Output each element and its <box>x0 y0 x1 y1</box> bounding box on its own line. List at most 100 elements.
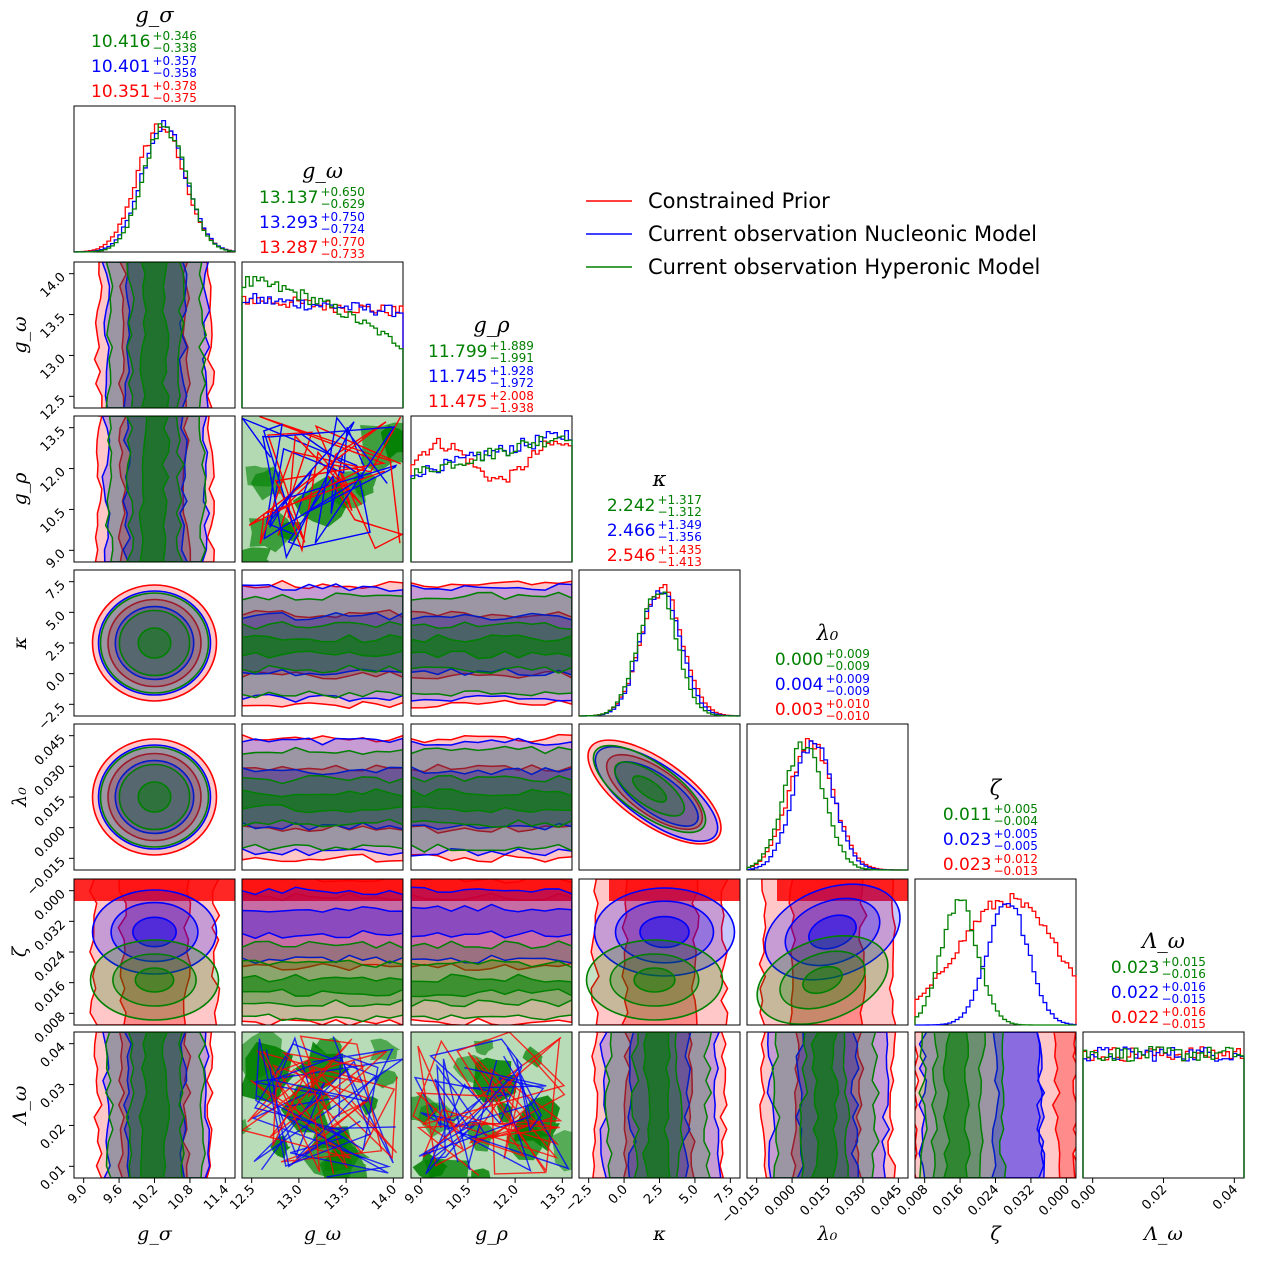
panel-frame <box>241 1031 404 1179</box>
y-tick-label-kappa: 0.0 <box>44 670 69 695</box>
y-tick-label-kappa: −2.5 <box>36 701 69 734</box>
summary-median: 11.799 <box>428 342 487 362</box>
contour-line <box>255 1036 389 1174</box>
panel-contents <box>94 416 216 562</box>
panel-contents <box>93 262 216 408</box>
y-tick-label-lambda_0: 0.030 <box>32 763 69 800</box>
x-axis-label-g_sigma: g_σ <box>137 1223 173 1245</box>
summary-plus: +0.346 <box>153 29 197 43</box>
summary-median: 11.475 <box>428 392 487 412</box>
panel-frame <box>410 878 573 1026</box>
band-level <box>641 1032 671 1178</box>
x-tick-label-zeta: 0.032 <box>1001 1182 1038 1219</box>
panel-contents <box>411 1032 572 1178</box>
band-level <box>590 879 729 1025</box>
summary-median: 0.023 <box>943 830 992 850</box>
summary-Lambda_omega-1: 0.022 +0.016−0.015 <box>1111 980 1206 1006</box>
summary-median: 10.416 <box>91 32 150 52</box>
contour-level <box>89 939 220 1021</box>
param-title-lambda_0: λ₀ <box>816 621 839 645</box>
hist-Lambda_omega-2 <box>1082 1045 1245 1178</box>
summary-minus: −0.338 <box>153 41 197 55</box>
contour-level <box>107 752 202 842</box>
contour-level <box>784 897 881 967</box>
y-tick-label-zeta: 0.024 <box>32 948 69 985</box>
panel-contents <box>91 738 218 856</box>
summary-plus: +0.357 <box>153 54 197 68</box>
diag-panel-g_sigma <box>73 105 236 253</box>
hist-g_rho-2 <box>410 435 573 562</box>
summary-minus: −0.724 <box>321 222 365 236</box>
panel-contents <box>587 739 722 845</box>
summary-plus: +2.008 <box>490 389 534 403</box>
x-tick-label-g_rho: 9.0 <box>402 1182 427 1207</box>
panel-contents <box>411 733 572 863</box>
x-axis-label-Lambda_omega: Λ_ω <box>1142 1223 1183 1245</box>
y-tick-label-lambda_0: 0.000 <box>32 824 69 861</box>
summary-g_rho-1: 11.745 +1.928−1.972 <box>428 364 534 390</box>
summary-minus: −0.015 <box>1162 1017 1206 1031</box>
contour-level <box>114 759 195 835</box>
contour-line <box>242 1073 398 1159</box>
x-tick-label-kappa: 5.0 <box>677 1182 702 1207</box>
contour-line <box>262 423 365 540</box>
x-tick-label-Lambda_omega: 0.02 <box>1139 1182 1170 1213</box>
summary-median: 0.004 <box>775 675 824 695</box>
summary-minus: −1.356 <box>658 530 702 544</box>
contour-level <box>114 605 195 681</box>
summary-plus: +0.005 <box>994 827 1038 841</box>
band-level <box>242 634 403 659</box>
contour-level <box>594 745 719 843</box>
summary-plus: +0.016 <box>1162 980 1206 994</box>
panel-g_sigma-lambda_0 <box>73 723 236 871</box>
panel-frame <box>241 569 404 717</box>
summary-median: 0.022 <box>1111 1008 1160 1028</box>
x-tick-label-zeta: 0.000 <box>1036 1182 1073 1219</box>
summary-median: 11.745 <box>428 367 487 387</box>
hist-kappa-2 <box>578 591 741 717</box>
summary-minus: −1.312 <box>658 505 702 519</box>
panel-contents <box>411 580 572 709</box>
summary-plus: +0.650 <box>321 185 365 199</box>
contour-level <box>91 584 218 702</box>
panel-g_sigma-g_rho <box>73 415 236 563</box>
summary-plus: +0.378 <box>153 79 197 93</box>
panel-g_rho-lambda_0 <box>410 723 573 871</box>
x-axis-label-g_rho: g_ρ <box>475 1223 509 1245</box>
contour-level <box>779 950 866 1010</box>
contour-level <box>614 900 715 964</box>
band-level <box>411 903 572 939</box>
panel-frame <box>746 723 909 871</box>
panel-frame <box>410 569 573 717</box>
x-tick-label-g_sigma: 9.6 <box>101 1182 126 1207</box>
hist-zeta-1 <box>915 902 1077 1026</box>
band-level <box>139 262 170 408</box>
y-tick-label-kappa: 5.0 <box>44 609 69 634</box>
summary-minus: −0.009 <box>826 659 870 673</box>
summary-kappa-2: 2.546 +1.435−1.413 <box>607 543 702 569</box>
panel-frame <box>241 415 404 563</box>
summary-zeta-2: 0.023 +0.012−0.013 <box>943 852 1038 878</box>
x-tick-label-g_rho: 13.5 <box>538 1182 569 1213</box>
diag-panel-g_omega <box>241 261 404 409</box>
hist-g_omega-2 <box>241 275 404 408</box>
summary-median: 2.466 <box>607 521 656 541</box>
hist-zeta-2 <box>914 899 1076 1026</box>
contour-level <box>99 592 210 694</box>
x-tick-label-Lambda_omega: 0.00 <box>1068 1182 1099 1213</box>
panel-g_omega-zeta <box>241 878 404 1026</box>
density-blob <box>245 465 274 487</box>
contour-line <box>251 1036 392 1178</box>
contour-level <box>118 763 191 831</box>
contour-level <box>99 746 210 848</box>
panel-g_rho-zeta <box>410 878 573 1026</box>
contour-line <box>284 416 402 553</box>
panel-g_sigma-Lambda_omega <box>73 1031 236 1179</box>
y-tick-label-kappa: 7.5 <box>44 578 69 603</box>
x-tick-label-g_sigma: 9.0 <box>65 1182 90 1207</box>
contour-level <box>764 883 901 981</box>
summary-minus: −0.004 <box>994 814 1038 828</box>
y-tick-label-g_omega: 14.0 <box>38 270 69 301</box>
